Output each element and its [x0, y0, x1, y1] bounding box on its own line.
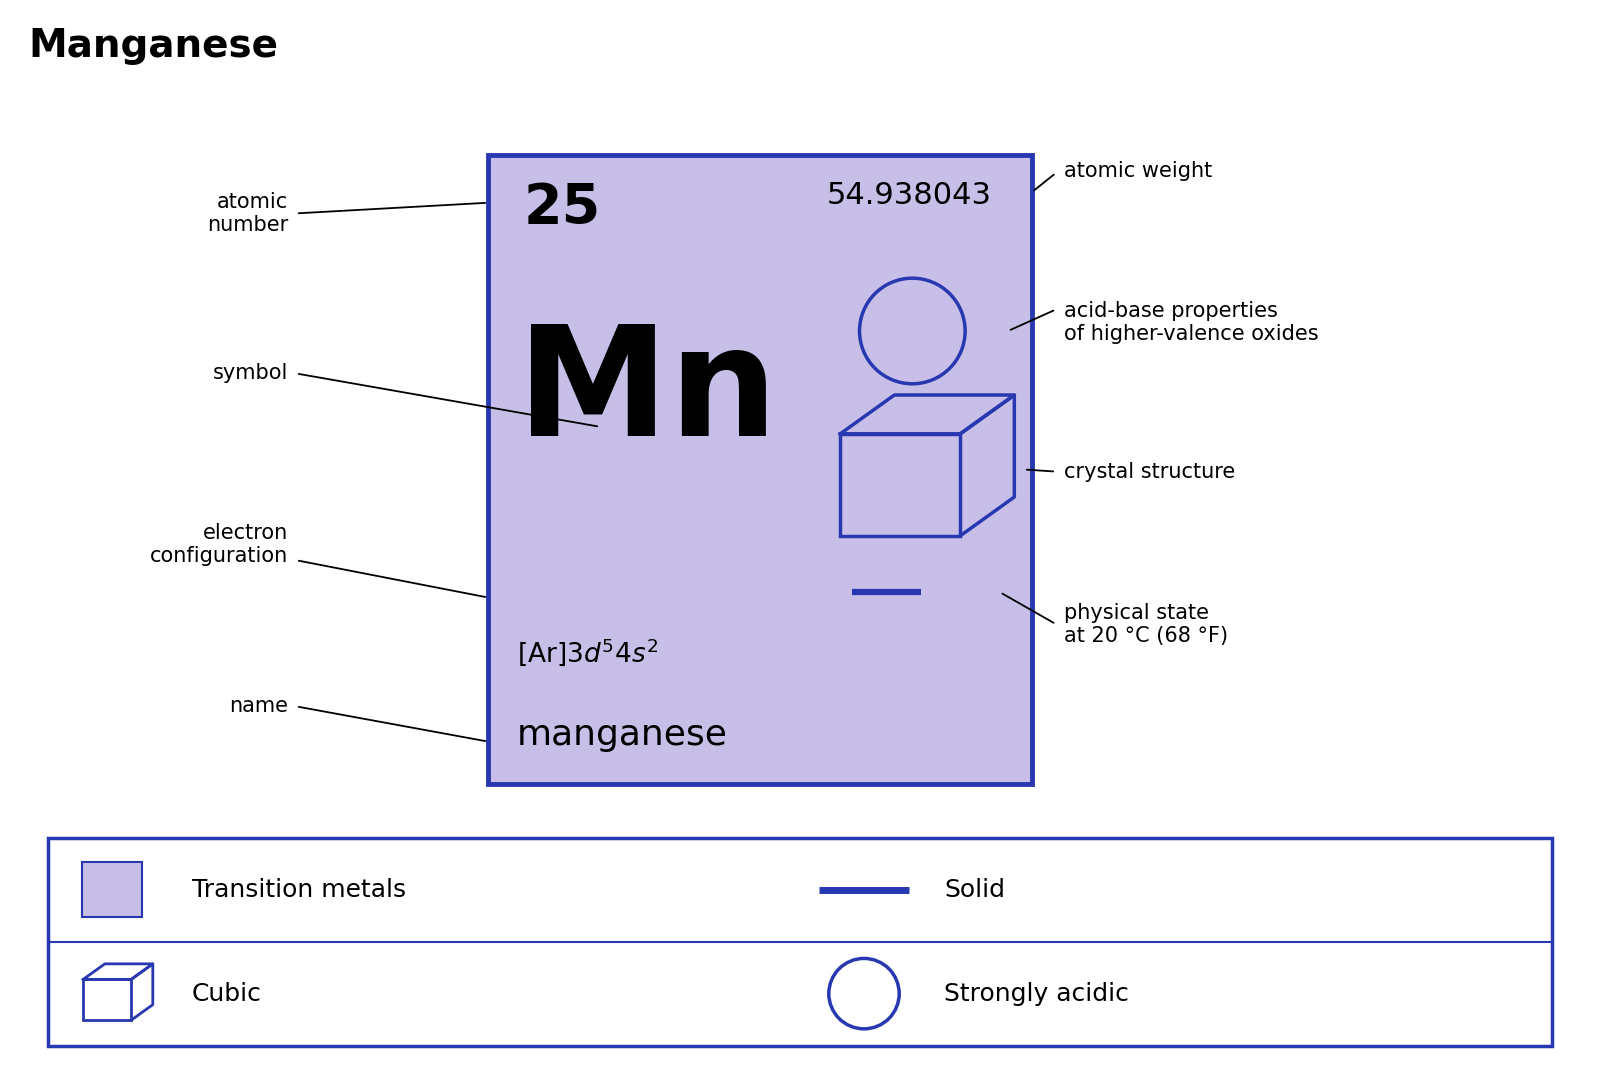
Bar	[82, 862, 142, 917]
Text: acid-base properties
of higher-valence oxides: acid-base properties of higher-valence o…	[1064, 301, 1318, 344]
Text: Mn: Mn	[517, 319, 778, 468]
Text: symbol: symbol	[213, 364, 288, 383]
Ellipse shape	[829, 958, 899, 1029]
Text: Transition metals: Transition metals	[192, 878, 406, 902]
Text: crystal structure: crystal structure	[1064, 462, 1235, 481]
Ellipse shape	[859, 278, 965, 384]
Bar	[488, 155, 1032, 784]
Text: $[\mathrm{Ar}]3d^54s^2$: $[\mathrm{Ar}]3d^54s^2$	[517, 636, 658, 668]
Text: 25: 25	[523, 181, 600, 236]
Text: name: name	[229, 697, 288, 716]
Text: manganese: manganese	[517, 718, 728, 752]
Text: atomic weight: atomic weight	[1064, 161, 1213, 180]
Text: Cubic: Cubic	[192, 982, 262, 1005]
Text: atomic
number: atomic number	[206, 192, 288, 235]
Text: Solid: Solid	[944, 878, 1005, 902]
Text: electron
configuration: electron configuration	[150, 523, 288, 566]
Text: 54.938043: 54.938043	[827, 181, 992, 210]
Bar	[840, 434, 960, 536]
Text: physical state
at 20 °C (68 °F): physical state at 20 °C (68 °F)	[1064, 603, 1229, 646]
Bar	[48, 838, 1552, 1046]
Text: Manganese: Manganese	[29, 27, 278, 65]
Text: Strongly acidic: Strongly acidic	[944, 982, 1130, 1005]
Bar	[83, 980, 131, 1020]
